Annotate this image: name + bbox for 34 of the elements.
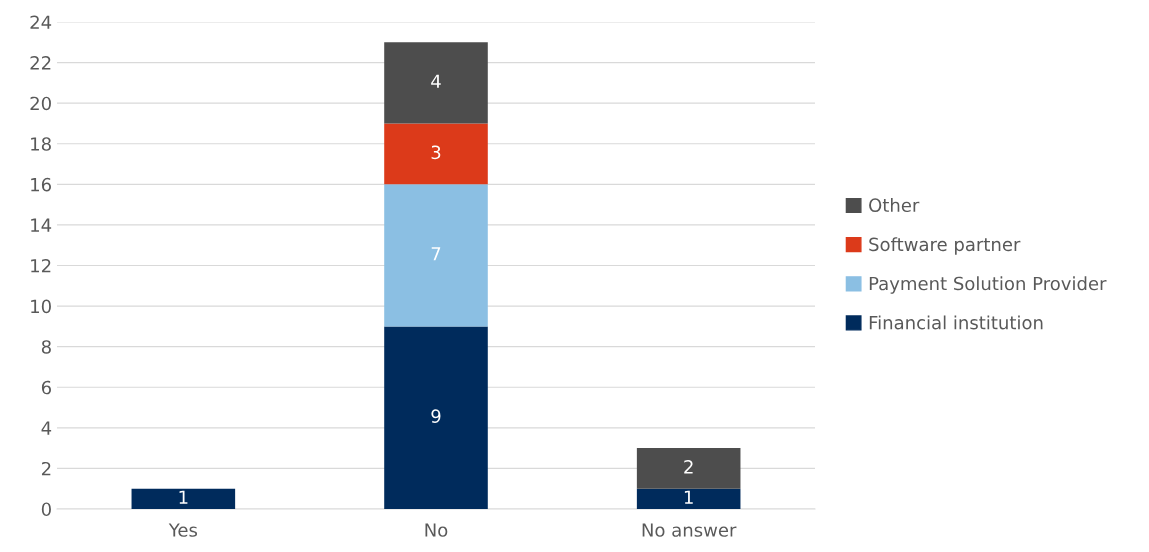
y-tick-label: 22 (30, 56, 51, 70)
x-tick-label: Yes (168, 523, 198, 537)
y-tick-label: 4 (41, 421, 52, 435)
bar (636, 488, 741, 509)
data-label: 2 (684, 460, 693, 474)
data-label: 4 (431, 74, 441, 88)
y-tick-label: 20 (30, 96, 51, 111)
legend-label: Financial institution (869, 315, 1043, 330)
y-tick-label: 24 (30, 15, 52, 29)
data-label: 3 (431, 145, 441, 160)
data-label: 7 (431, 247, 441, 261)
y-tick-label: 8 (41, 340, 51, 354)
y-tick-label: 6 (41, 380, 51, 395)
y-tick-label: 14 (31, 218, 52, 232)
x-tick-label: No (425, 523, 448, 537)
bar (384, 184, 488, 327)
y-tick-label: 2 (41, 461, 51, 476)
y-tick-label: 10 (31, 299, 51, 314)
data-label: 1 (179, 490, 188, 504)
x-tick-label: No answer (642, 523, 737, 537)
legend-label: Payment Solution Provider (869, 276, 1107, 294)
data-label: 9 (431, 409, 441, 423)
bar (131, 488, 236, 509)
bar (384, 42, 488, 124)
legend-label: Other (869, 198, 920, 213)
y-tick-label: 18 (31, 137, 51, 151)
y-tick-label: 0 (41, 502, 51, 517)
y-tick-label: 12 (31, 258, 51, 273)
legend-label: Software partner (869, 237, 1021, 255)
bar (384, 326, 488, 509)
y-tick-label: 16 (31, 177, 51, 192)
bar (384, 123, 488, 185)
data-label: 1 (684, 490, 693, 504)
bar (636, 448, 741, 489)
